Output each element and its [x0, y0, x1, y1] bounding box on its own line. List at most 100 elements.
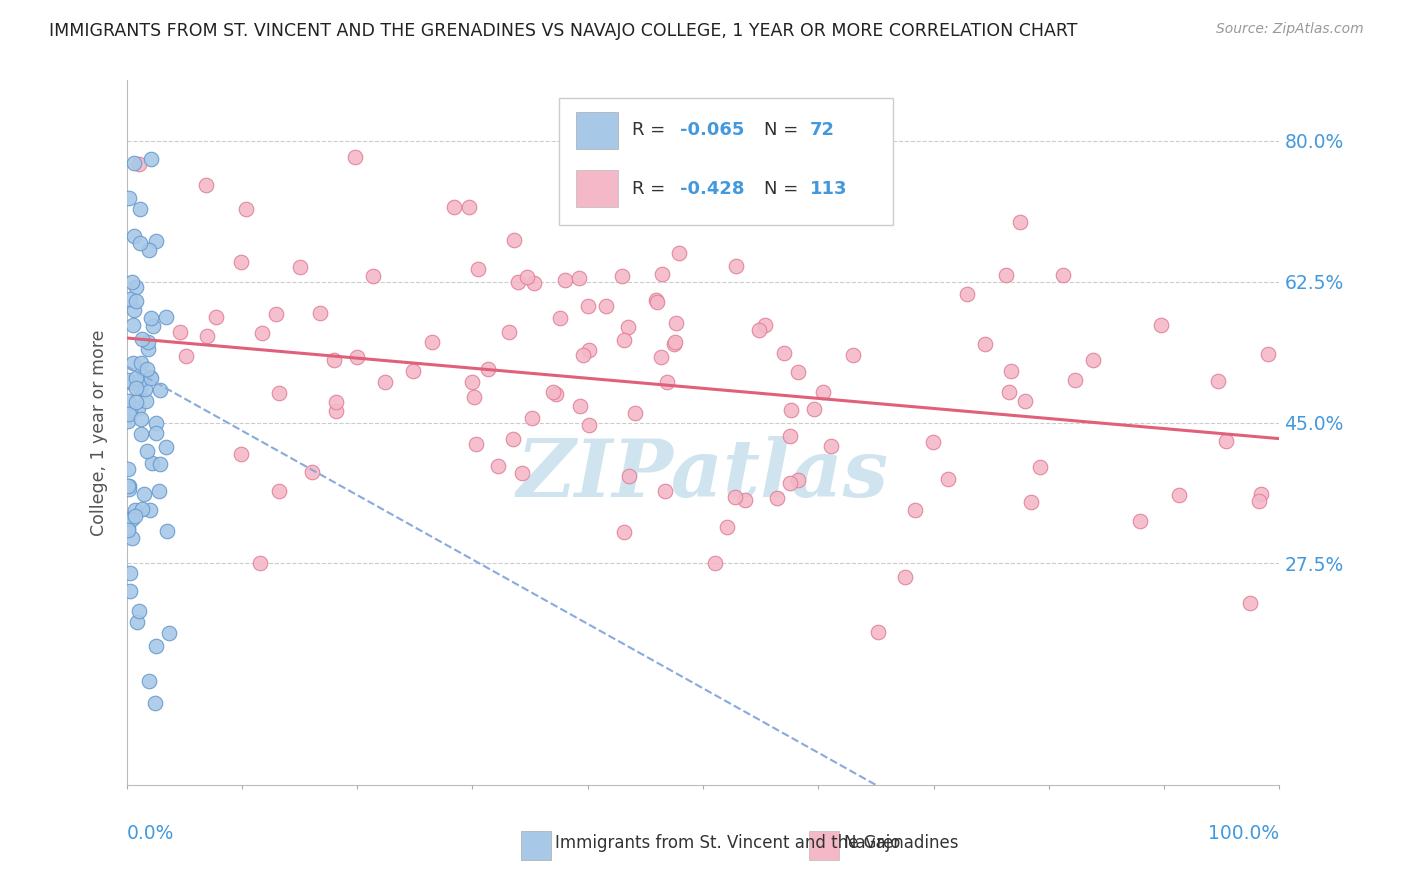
Text: -0.065: -0.065	[681, 120, 744, 138]
Point	[131, 501, 153, 516]
Point	[118, 375, 141, 389]
Text: 113: 113	[810, 180, 848, 198]
Point	[235, 202, 257, 216]
Point	[1052, 268, 1074, 283]
Point	[610, 269, 633, 284]
Text: R =: R =	[631, 120, 671, 138]
Point	[120, 583, 142, 598]
Point	[195, 328, 218, 343]
Point	[662, 337, 685, 351]
Point	[269, 385, 291, 400]
Point	[124, 509, 146, 524]
Point	[1019, 495, 1042, 509]
Point	[117, 462, 139, 476]
Point	[117, 523, 139, 537]
Point	[510, 467, 533, 481]
Point	[374, 375, 396, 389]
Point	[1081, 352, 1104, 367]
Point	[703, 556, 725, 570]
Point	[157, 625, 180, 640]
Point	[1064, 373, 1087, 387]
Point	[657, 376, 679, 390]
Point	[136, 343, 159, 357]
Point	[502, 432, 524, 446]
FancyBboxPatch shape	[576, 112, 617, 149]
Point	[1257, 347, 1279, 361]
Point	[122, 302, 145, 317]
Point	[118, 191, 141, 205]
Point	[145, 234, 167, 248]
Point	[651, 267, 673, 281]
Point	[128, 157, 150, 171]
Point	[204, 310, 226, 325]
Point	[866, 625, 889, 640]
Point	[613, 333, 636, 347]
Point	[998, 384, 1021, 399]
Point	[467, 262, 489, 277]
FancyBboxPatch shape	[520, 830, 551, 861]
Point	[142, 318, 165, 333]
Point	[139, 370, 162, 384]
Point	[118, 407, 141, 421]
Point	[779, 475, 801, 490]
Point	[124, 229, 146, 244]
Point	[155, 310, 177, 324]
Text: N =: N =	[763, 180, 804, 198]
Point	[131, 356, 153, 370]
Point	[138, 673, 160, 688]
Text: -0.428: -0.428	[681, 180, 744, 198]
Point	[127, 401, 149, 415]
Point	[668, 246, 690, 260]
Point	[135, 444, 157, 458]
FancyBboxPatch shape	[560, 98, 893, 225]
Point	[121, 531, 143, 545]
Point	[117, 373, 139, 387]
Point	[544, 387, 567, 401]
Point	[138, 370, 160, 384]
Point	[361, 268, 384, 283]
Point	[124, 380, 146, 394]
Point	[149, 383, 172, 397]
Point	[734, 492, 756, 507]
Point	[488, 459, 510, 474]
Point	[264, 307, 287, 321]
Point	[249, 556, 271, 570]
Point	[765, 491, 787, 506]
Point	[780, 403, 803, 417]
Point	[129, 426, 152, 441]
Point	[461, 375, 484, 389]
Point	[301, 465, 323, 479]
Point	[645, 295, 668, 310]
Point	[650, 350, 672, 364]
Text: 72: 72	[810, 120, 835, 138]
Point	[117, 479, 139, 493]
Point	[463, 390, 485, 404]
Point	[665, 316, 688, 330]
Text: Immigrants from St. Vincent and the Grenadines: Immigrants from St. Vincent and the Gren…	[555, 834, 959, 852]
Point	[645, 293, 668, 308]
Text: IMMIGRANTS FROM ST. VINCENT AND THE GRENADINES VS NAVAJO COLLEGE, 1 YEAR OR MORE: IMMIGRANTS FROM ST. VINCENT AND THE GREN…	[49, 22, 1078, 40]
Point	[231, 255, 253, 269]
Point	[568, 270, 591, 285]
Point	[174, 349, 197, 363]
Point	[122, 156, 145, 170]
Point	[124, 502, 146, 516]
Point	[754, 318, 776, 332]
Point	[129, 202, 152, 216]
Point	[288, 260, 311, 274]
Point	[569, 399, 592, 413]
Point	[250, 326, 273, 340]
Point	[716, 519, 738, 533]
Point	[548, 310, 571, 325]
Point	[1168, 487, 1191, 501]
Point	[1250, 487, 1272, 501]
Point	[343, 151, 366, 165]
Point	[124, 293, 146, 308]
Point	[129, 373, 152, 387]
Point	[520, 411, 543, 425]
Text: ZIPatlas: ZIPatlas	[517, 436, 889, 514]
Point	[1129, 515, 1152, 529]
Point	[1014, 394, 1036, 409]
Point	[1150, 318, 1173, 333]
Point	[145, 640, 167, 654]
